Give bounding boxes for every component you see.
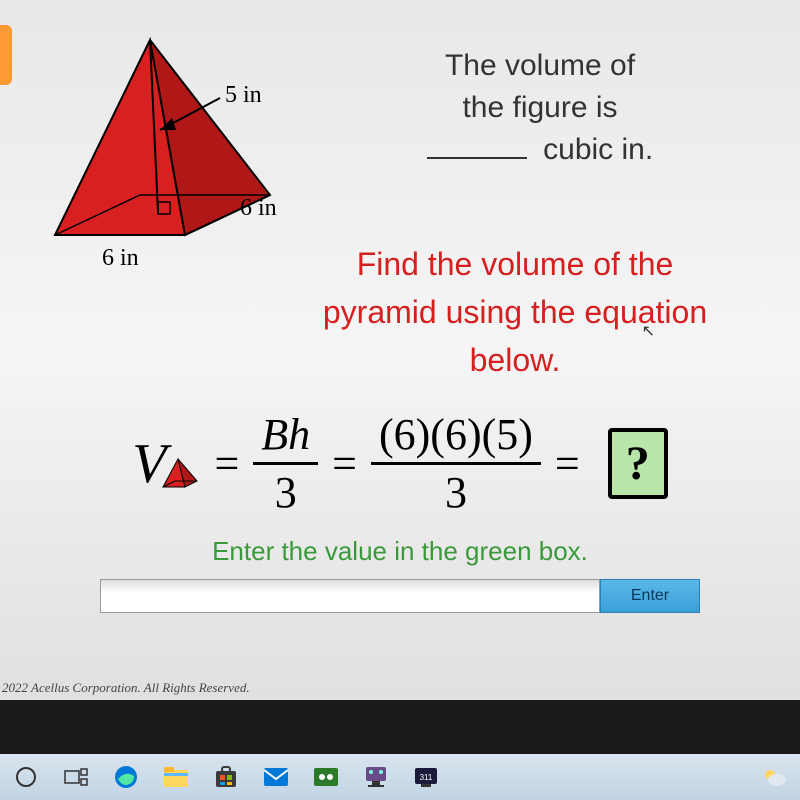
intro-line1: The volume of	[300, 45, 780, 87]
file-explorer-icon[interactable]	[162, 763, 190, 791]
edge-icon[interactable]	[112, 763, 140, 791]
green-instruction: Enter the value in the green box.	[20, 536, 780, 567]
ms-store-icon[interactable]	[212, 763, 240, 791]
intro-text: The volume of the figure is cubic in.	[300, 20, 780, 171]
frac2-den: 3	[445, 465, 467, 518]
svg-text:311: 311	[420, 773, 433, 782]
taskbar: 311	[0, 754, 800, 800]
equals-2: =	[332, 438, 357, 489]
intro-line2: the figure is	[300, 87, 780, 129]
red-instruction: Find the volume of the pyramid using the…	[250, 240, 780, 384]
app-icon-3[interactable]: 311	[412, 763, 440, 791]
frac2-num: (6)(6)(5)	[371, 409, 541, 465]
equals-1: =	[214, 438, 239, 489]
base-label-2: 6 in	[102, 245, 139, 272]
equation-var: V	[132, 432, 166, 496]
equation: V = Bh 3 = (6)(6)(5) 3 = ?	[20, 409, 780, 518]
lesson-content: 5 in 6 in 6 in The volume of the figure …	[0, 0, 800, 700]
height-label: 5 in	[225, 82, 262, 109]
frac1-den: 3	[275, 465, 297, 518]
instr-line2: pyramid using the equation	[250, 288, 780, 336]
intro-line3: cubic in.	[300, 129, 780, 171]
app-icon-1[interactable]	[312, 763, 340, 791]
weather-icon[interactable]	[760, 763, 788, 791]
tiny-pyramid-icon	[160, 457, 200, 492]
start-circle-icon[interactable]	[12, 763, 40, 791]
instr-line1: Find the volume of the	[250, 240, 780, 288]
app-icon-2[interactable]	[362, 763, 390, 791]
cursor-icon: ↖	[642, 320, 655, 344]
copyright: 2022 Acellus Corporation. All Rights Res…	[2, 680, 250, 696]
fraction-2: (6)(6)(5) 3	[371, 409, 541, 518]
side-tab[interactable]	[0, 25, 12, 85]
frac1-num: Bh	[261, 410, 310, 459]
base-label-1: 6 in	[240, 195, 277, 222]
equals-3: =	[555, 438, 580, 489]
intro-unit: cubic in.	[543, 133, 653, 166]
blank-line	[427, 157, 527, 159]
answer-input[interactable]	[100, 579, 600, 613]
answer-box[interactable]: ?	[608, 428, 668, 499]
input-row: Enter	[20, 579, 780, 613]
task-view-icon[interactable]	[62, 763, 90, 791]
fraction-1: Bh 3	[253, 409, 318, 518]
enter-button[interactable]: Enter	[600, 579, 700, 613]
instr-line3: below.	[250, 336, 780, 384]
mail-icon[interactable]	[262, 763, 290, 791]
